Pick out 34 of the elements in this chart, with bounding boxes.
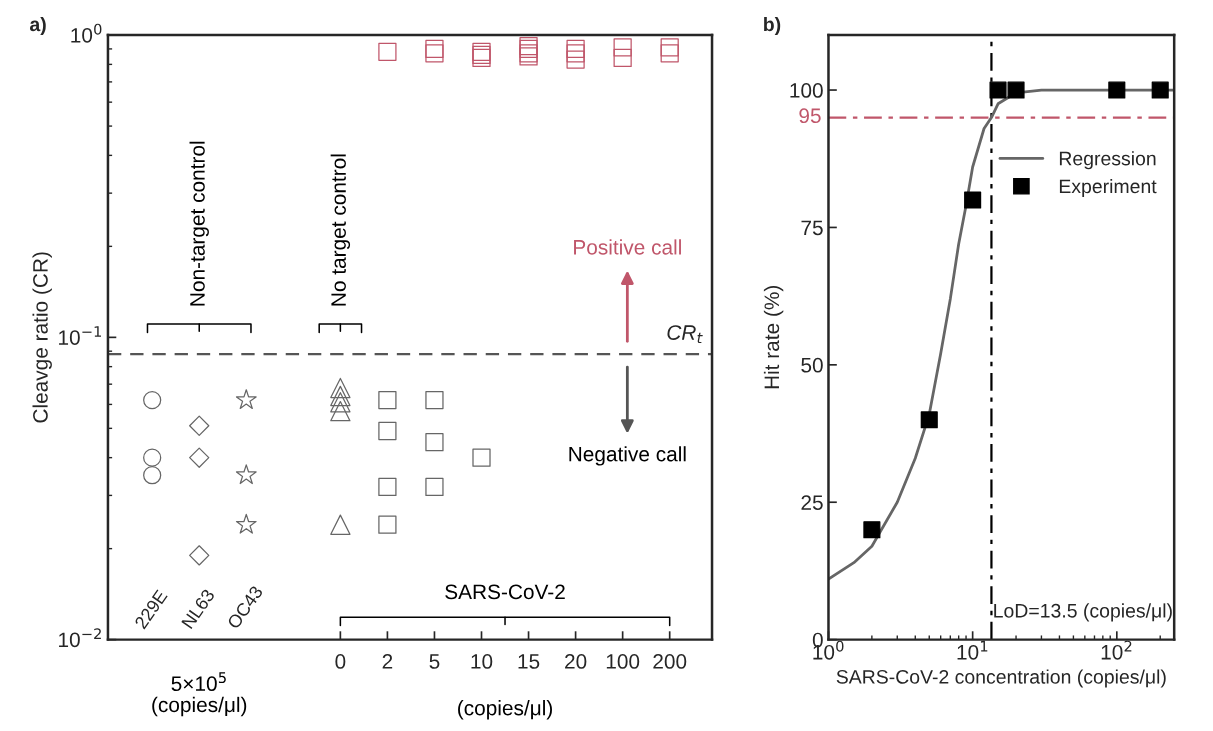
x-tick-label: 10$^{2}$: [1101, 640, 1132, 660]
ref-line-label: 95: [799, 108, 821, 124]
y-axis-title: Hit rate (%): [763, 285, 784, 389]
x-tick-label: 15: [518, 654, 540, 669]
x-tick-label: 100: [606, 654, 640, 669]
x-tick-label: 2: [382, 654, 393, 669]
text: (copies/μl): [458, 700, 552, 720]
y-tick-label: 25: [801, 495, 823, 510]
y-axis-title: Cleavge ratio (CR): [32, 252, 52, 423]
legend-label: Regression: [1059, 151, 1156, 170]
y-tick-label: 100: [790, 83, 823, 98]
x-tick-label: 0: [335, 654, 346, 669]
annotation: Negative call: [569, 446, 686, 466]
annotation: Non-target control: [189, 141, 209, 306]
y-tick-label: 10$^{−1}$: [59, 326, 101, 345]
y-tick-label: 10$^{−2}$: [59, 628, 101, 648]
annotation: No target control: [330, 154, 351, 306]
text: 5×10$^{5}$ (copies/μl): [152, 672, 247, 717]
legend-label: Experiment: [1059, 178, 1157, 198]
ref-line-label: CR$_{t}$: [667, 325, 703, 344]
x-tick-label: 5: [429, 654, 440, 669]
ref-line-label: LoD=13.5 (copies/μl): [994, 603, 1172, 622]
x-tick-label: 20: [565, 654, 587, 669]
y-tick-label: 10$^{0}$: [71, 23, 102, 43]
x-tick-label: 10: [471, 654, 493, 669]
chart-title: b): [764, 16, 781, 36]
y-tick-label: 75: [801, 220, 823, 236]
x-tick-label: 10$^{1}$: [957, 640, 988, 660]
x-tick-label: 200: [653, 654, 687, 669]
chart-title: a): [30, 16, 46, 36]
y-tick-label: 50: [801, 357, 823, 373]
annotation: SARS-CoV-2: [445, 584, 565, 600]
x-axis-title: SARS-CoV-2 concentration (copies/μl): [836, 669, 1166, 688]
annotation: Positive call: [574, 239, 681, 255]
